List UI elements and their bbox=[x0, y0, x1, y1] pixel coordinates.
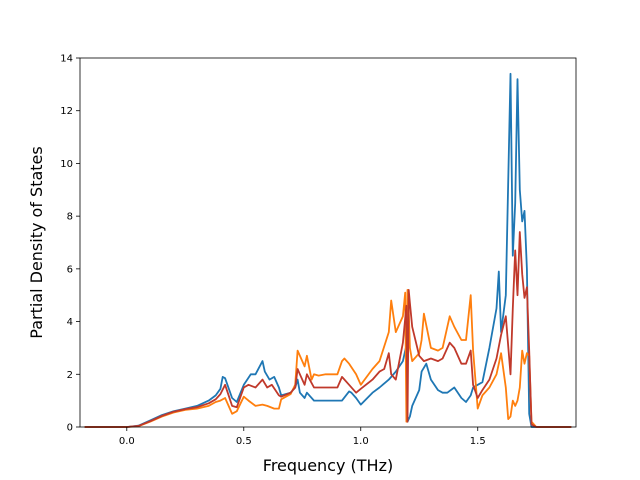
x-tick-label: 1.0 bbox=[353, 436, 369, 447]
series-line-1 bbox=[84, 72, 572, 428]
y-tick-label: 10 bbox=[60, 159, 73, 170]
y-tick-label: 14 bbox=[60, 54, 73, 65]
x-tick-label: 1.5 bbox=[470, 436, 486, 447]
y-tick-label: 8 bbox=[67, 212, 73, 223]
series-line-3 bbox=[84, 231, 572, 428]
y-axis-label: Partial Density of States bbox=[27, 146, 46, 338]
x-tick-label: 0.5 bbox=[236, 436, 252, 447]
plot-area bbox=[84, 72, 572, 428]
x-axis-label: Frequency (THz) bbox=[263, 456, 393, 475]
y-tick-label: 2 bbox=[67, 370, 73, 381]
x-tick-label: 0.0 bbox=[119, 436, 135, 447]
series-line-2 bbox=[84, 288, 572, 428]
y-axis: 0 2 4 6 8 10 12 14 bbox=[60, 54, 80, 434]
y-tick-label: 4 bbox=[67, 317, 73, 328]
axes-frame bbox=[79, 57, 577, 428]
x-axis: 0.0 0.5 1.0 1.5 bbox=[119, 427, 486, 447]
y-tick-label: 6 bbox=[67, 264, 73, 275]
y-tick-label: 0 bbox=[67, 423, 73, 434]
y-tick-label: 12 bbox=[60, 106, 73, 117]
